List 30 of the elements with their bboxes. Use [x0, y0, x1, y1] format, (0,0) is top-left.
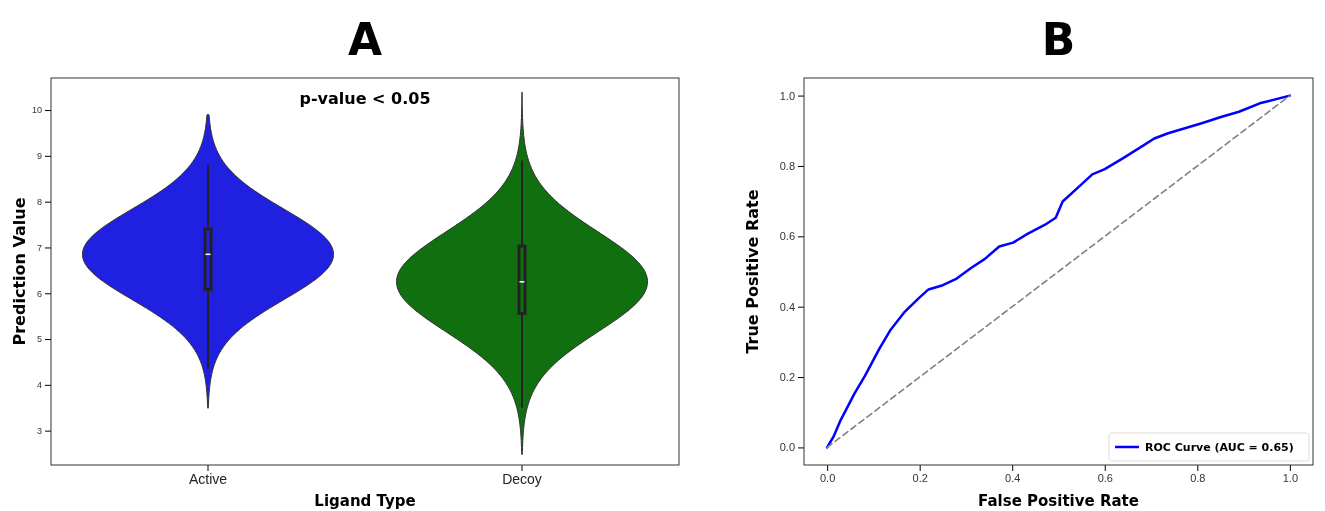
x-tick-label: 0.6 — [1097, 471, 1113, 484]
y-tick-label: 8 — [36, 197, 42, 208]
y-tick-label: 3 — [36, 426, 42, 437]
y-tick-label: 6 — [36, 288, 42, 299]
y-tick-label: 9 — [36, 151, 42, 162]
x-tick-label: 1.0 — [1282, 471, 1299, 484]
y-axis-title: True Positive Rate — [743, 189, 762, 354]
y-tick-label: 0.4 — [779, 300, 795, 313]
x-tick-label: Decoy — [502, 470, 542, 487]
x-tick-label: 0.4 — [1005, 471, 1021, 484]
y-tick-label: 0.0 — [779, 441, 795, 454]
y-tick-label: 10 — [31, 105, 42, 116]
y-axis-title: Prediction Value — [10, 197, 29, 346]
x-tick-label: 0.2 — [912, 471, 928, 484]
y-tick-label: 7 — [36, 242, 42, 253]
legend-label: ROC Curve (AUC = 0.65) — [1145, 441, 1294, 454]
y-tick-label: 1.0 — [779, 89, 795, 102]
chart-title: A — [347, 14, 383, 65]
y-tick-label: 5 — [36, 334, 42, 345]
annotation: p-value < 0.05 — [299, 89, 431, 108]
x-tick-label: Active — [188, 470, 228, 487]
y-tick-label: 0.6 — [779, 230, 795, 243]
x-axis-title: False Positive Rate — [978, 492, 1139, 510]
x-tick-label: 0.0 — [819, 471, 836, 484]
x-tick-label: 0.8 — [1190, 471, 1206, 484]
x-axis-title: Ligand Type — [314, 492, 416, 510]
y-tick-label: 0.2 — [779, 371, 795, 384]
y-tick-label: 4 — [36, 380, 42, 391]
chart-title: B — [1041, 14, 1076, 65]
y-tick-label: 0.8 — [779, 159, 795, 172]
